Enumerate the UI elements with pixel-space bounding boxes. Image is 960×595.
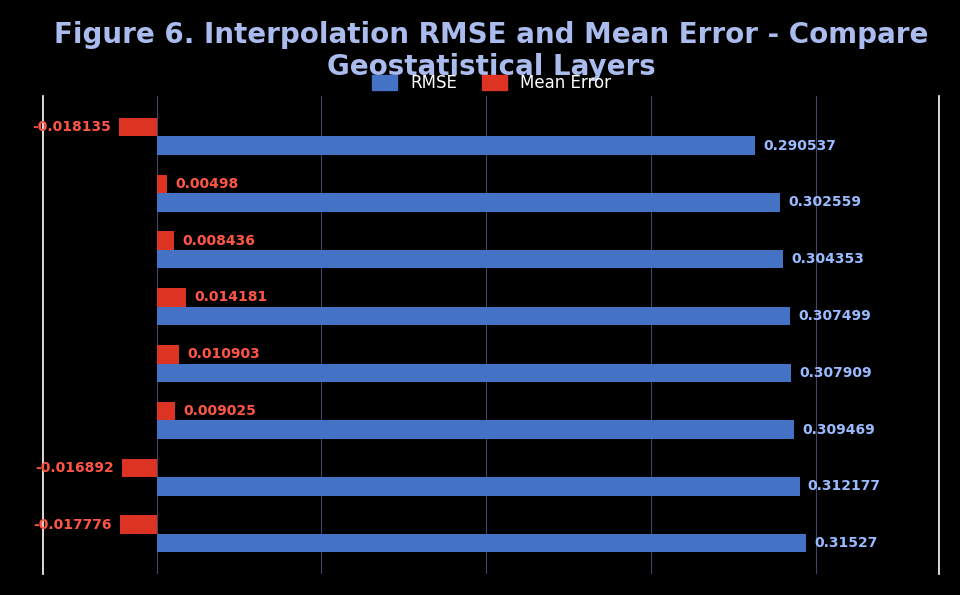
Bar — [156, 250, 783, 268]
Legend: RMSE, Mean Error: RMSE, Mean Error — [363, 66, 619, 101]
Text: 0.290537: 0.290537 — [763, 139, 836, 152]
Bar — [156, 345, 180, 364]
Bar — [156, 288, 186, 306]
Bar — [156, 420, 794, 439]
Text: 0.302559: 0.302559 — [788, 195, 861, 209]
Bar — [119, 118, 156, 136]
Text: 0.00498: 0.00498 — [176, 177, 238, 191]
Text: 0.307499: 0.307499 — [798, 309, 871, 323]
Bar — [156, 174, 167, 193]
Bar — [156, 231, 174, 250]
Bar — [156, 193, 780, 212]
Text: 0.31527: 0.31527 — [814, 536, 877, 550]
Text: -0.018135: -0.018135 — [33, 120, 111, 134]
Text: 0.304353: 0.304353 — [792, 252, 865, 266]
Bar — [156, 534, 805, 552]
Bar — [156, 306, 790, 325]
Bar — [120, 515, 156, 534]
Text: -0.016892: -0.016892 — [35, 461, 113, 475]
Text: 0.010903: 0.010903 — [187, 347, 260, 361]
Bar — [156, 364, 791, 382]
Text: 0.307909: 0.307909 — [799, 366, 872, 380]
Text: 0.008436: 0.008436 — [182, 234, 255, 248]
Bar — [122, 459, 156, 477]
Bar — [156, 402, 176, 420]
Text: 0.009025: 0.009025 — [183, 404, 256, 418]
Text: 0.309469: 0.309469 — [803, 422, 875, 437]
Bar — [156, 477, 800, 496]
Text: -0.017776: -0.017776 — [34, 518, 112, 532]
Title: Figure 6. Interpolation RMSE and Mean Error - Compare
Geostatistical Layers: Figure 6. Interpolation RMSE and Mean Er… — [54, 21, 928, 82]
Bar — [156, 136, 755, 155]
Text: 0.014181: 0.014181 — [194, 290, 268, 305]
Text: 0.312177: 0.312177 — [807, 480, 880, 493]
